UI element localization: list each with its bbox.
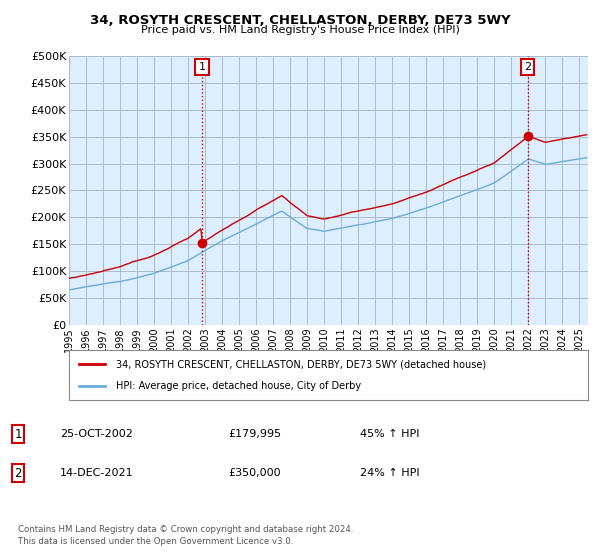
Text: Price paid vs. HM Land Registry's House Price Index (HPI): Price paid vs. HM Land Registry's House …: [140, 25, 460, 35]
Text: £179,995: £179,995: [228, 429, 281, 439]
Text: 14-DEC-2021: 14-DEC-2021: [60, 468, 134, 478]
Text: 2: 2: [14, 466, 22, 480]
Text: 2: 2: [524, 62, 532, 72]
Text: HPI: Average price, detached house, City of Derby: HPI: Average price, detached house, City…: [116, 381, 361, 391]
Text: This data is licensed under the Open Government Licence v3.0.: This data is licensed under the Open Gov…: [18, 537, 293, 546]
Text: 34, ROSYTH CRESCENT, CHELLASTON, DERBY, DE73 5WY (detached house): 34, ROSYTH CRESCENT, CHELLASTON, DERBY, …: [116, 359, 486, 369]
Text: 25-OCT-2002: 25-OCT-2002: [60, 429, 133, 439]
Text: Contains HM Land Registry data © Crown copyright and database right 2024.: Contains HM Land Registry data © Crown c…: [18, 525, 353, 534]
Text: 1: 1: [14, 427, 22, 441]
Text: 1: 1: [199, 62, 206, 72]
Text: £350,000: £350,000: [228, 468, 281, 478]
Text: 45% ↑ HPI: 45% ↑ HPI: [360, 429, 419, 439]
Text: 34, ROSYTH CRESCENT, CHELLASTON, DERBY, DE73 5WY: 34, ROSYTH CRESCENT, CHELLASTON, DERBY, …: [89, 14, 511, 27]
Text: 24% ↑ HPI: 24% ↑ HPI: [360, 468, 419, 478]
